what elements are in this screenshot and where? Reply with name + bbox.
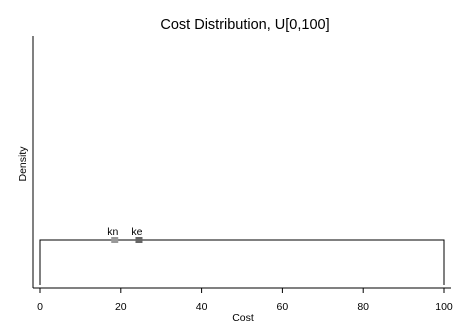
x-tick-label: 80: [357, 301, 369, 313]
x-tick-label: 100: [435, 301, 453, 313]
marker-label-kn: kn: [107, 226, 118, 238]
density-line: [39, 239, 445, 285]
y-axis-label: Density: [17, 146, 29, 182]
x-tick-label: 40: [196, 301, 208, 313]
x-axis-ticks: 0 20 40 60 80 100: [37, 288, 453, 313]
marker-ke: [135, 237, 143, 243]
cost-markers: kn ke: [107, 226, 143, 243]
x-tick-label: 60: [277, 301, 289, 313]
x-tick-label: 20: [115, 301, 127, 313]
marker-label-ke: ke: [131, 226, 142, 238]
x-axis-label: Cost: [232, 312, 254, 324]
marker-kn: [111, 237, 119, 243]
chart-title: Cost Distribution, U[0,100]: [160, 17, 329, 33]
density-series: [39, 239, 445, 285]
x-tick-label: 0: [37, 301, 43, 313]
